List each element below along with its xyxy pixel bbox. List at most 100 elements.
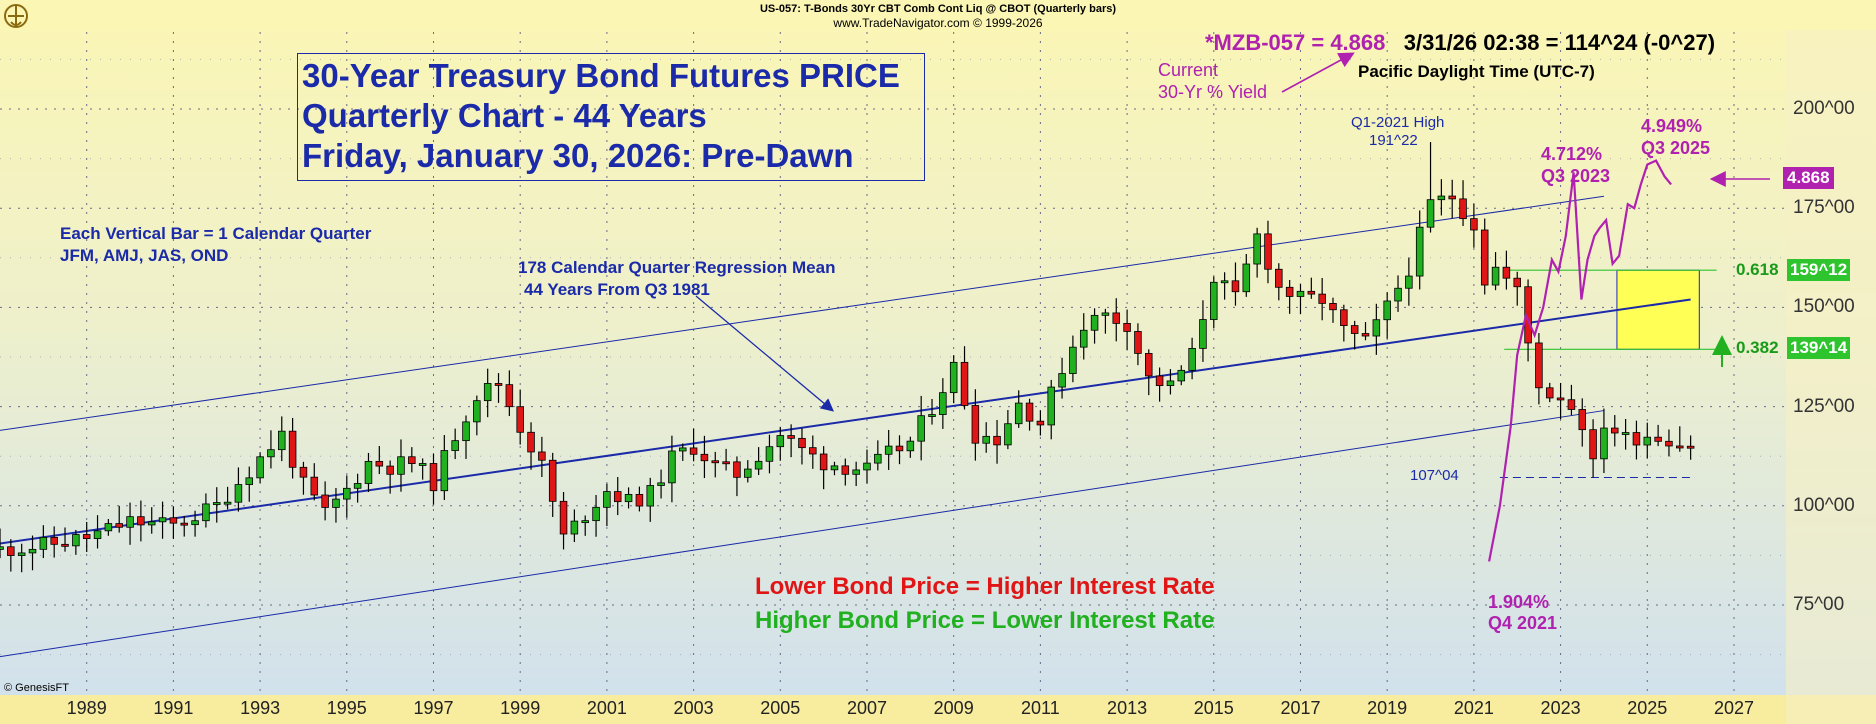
candle-up — [765, 446, 774, 462]
yield-line — [1488, 159, 1672, 562]
candle-up — [1199, 319, 1207, 349]
candle-down — [711, 460, 720, 464]
candle-up — [191, 520, 199, 526]
candle-up — [1405, 275, 1413, 289]
candle-up — [17, 552, 26, 556]
candle-down — [635, 494, 644, 507]
candle-up — [223, 501, 232, 505]
chart-header-source: www.TradeNavigator.com © 1999-2026 — [833, 16, 1043, 30]
header-band — [0, 0, 1876, 30]
title-line-2: Quarterly Chart - 44 Years — [302, 97, 707, 134]
candle-up — [1437, 195, 1446, 201]
candle-up — [570, 520, 579, 535]
candle-down — [1285, 286, 1294, 297]
candle-up — [744, 468, 752, 478]
candle-up — [0, 546, 4, 550]
candle-down — [1459, 198, 1467, 220]
candle-up — [1090, 314, 1099, 331]
candle-up — [473, 400, 481, 423]
x-tick-label: 1999 — [500, 698, 541, 718]
candle-up — [1047, 386, 1055, 426]
candle-down — [115, 523, 123, 528]
current-yield-tag: 4.868 — [1783, 167, 1834, 189]
candle-down — [613, 491, 622, 503]
candle-up — [158, 517, 167, 523]
candle-up — [592, 506, 600, 522]
x-tick-label: 2009 — [933, 698, 974, 718]
candle-up — [332, 498, 340, 508]
candle-down — [1036, 420, 1045, 426]
candle-down — [1275, 268, 1283, 288]
candle-down — [700, 453, 709, 462]
candle-up — [646, 485, 655, 507]
candle-down — [1665, 440, 1673, 447]
candle-up — [234, 484, 243, 503]
candle-up — [462, 421, 470, 442]
candle-up — [1079, 329, 1088, 348]
candle-down — [1155, 375, 1164, 387]
candle-down — [1632, 432, 1641, 446]
candle-down — [841, 465, 850, 475]
candle-down — [408, 456, 416, 464]
candle-down — [527, 431, 535, 453]
candle-up — [776, 435, 785, 448]
current-yield-arrow — [1281, 52, 1355, 93]
current-yield-sublabel: 30-Yr % Yield — [1158, 82, 1268, 102]
q1-2021-high-label: Q1-2021 High — [1351, 114, 1445, 131]
candle-up — [830, 465, 839, 471]
candle-down — [1524, 286, 1532, 344]
candle-up — [928, 414, 936, 417]
chart-header-symbol: US-057: T-Bonds 30Yr CBT Comb Cont Liq @… — [759, 3, 1117, 15]
trade-navigator-logo-icon — [2, 2, 30, 30]
candle-down — [169, 517, 178, 524]
candle-down — [288, 430, 297, 468]
yield-4949-date: Q3 2025 — [1641, 138, 1711, 158]
x-axis-band — [0, 695, 1876, 724]
x-tick-label: 1989 — [66, 698, 107, 718]
candle-up — [1188, 347, 1196, 371]
candle-up — [1491, 266, 1500, 286]
candle-down — [1578, 409, 1587, 431]
candle-up — [1166, 380, 1175, 387]
candle-up — [939, 392, 947, 415]
candle-up — [126, 516, 134, 528]
candle-up — [397, 456, 405, 475]
candle-up — [202, 503, 210, 522]
x-tick-label: 1995 — [326, 698, 367, 718]
candle-down — [1611, 427, 1619, 434]
candle-down — [1480, 229, 1489, 286]
candle-up — [1426, 199, 1435, 228]
channel-lower-line — [0, 410, 1605, 658]
candle-up — [668, 450, 676, 484]
candle-up — [212, 502, 221, 505]
yield-1904-value: 1.904% — [1488, 592, 1550, 612]
candle-up — [364, 460, 373, 484]
candle-up — [1004, 423, 1012, 446]
candle-down — [180, 522, 188, 526]
candle-up — [343, 487, 351, 500]
candle-up — [256, 456, 264, 479]
x-tick-label: 2019 — [1367, 698, 1408, 718]
candle-up — [1643, 436, 1652, 446]
candle-down — [1589, 429, 1597, 460]
candle-down — [1134, 331, 1142, 354]
candle-up — [72, 534, 80, 547]
candle-down — [1502, 266, 1511, 279]
candle-up — [1621, 432, 1630, 435]
candle-down — [1123, 322, 1131, 332]
candle-down — [895, 445, 904, 452]
candle-down — [1340, 309, 1348, 326]
candle-down — [1231, 280, 1240, 293]
candle-down — [386, 465, 394, 475]
candle-down — [559, 500, 568, 535]
candle-up — [39, 536, 48, 550]
x-tick-label: 2011 — [1021, 698, 1060, 718]
x-tick-label: 2023 — [1540, 698, 1581, 718]
x-tick-label: 2021 — [1453, 698, 1494, 718]
fib-618-price-tag: 159^12 — [1787, 259, 1851, 281]
candle-up — [678, 447, 687, 452]
candle-up — [754, 460, 763, 470]
candle-down — [809, 447, 817, 455]
candle-up — [874, 453, 882, 464]
